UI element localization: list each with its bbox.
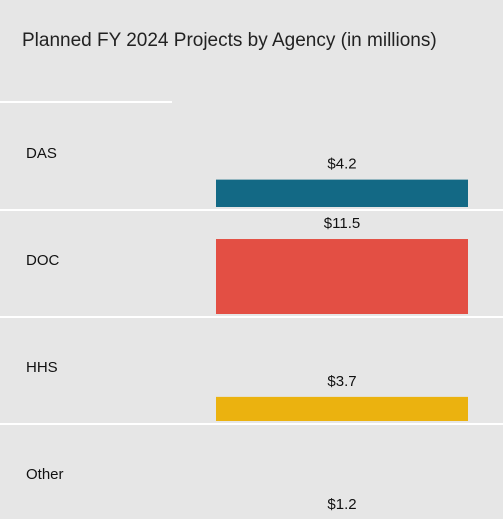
bar xyxy=(216,396,468,421)
category-label: HHS xyxy=(26,359,58,376)
category-label: DOC xyxy=(26,252,60,269)
value-label: $11.5 xyxy=(324,215,360,232)
bar xyxy=(216,239,468,314)
value-label: $1.2 xyxy=(327,496,356,513)
bar xyxy=(216,179,468,207)
chart-title: Planned FY 2024 Projects by Agency (in m… xyxy=(22,30,437,51)
value-label: $3.7 xyxy=(327,373,356,390)
category-label: Other xyxy=(26,466,64,483)
value-label: $4.2 xyxy=(327,156,356,173)
category-label: DAS xyxy=(26,145,57,162)
